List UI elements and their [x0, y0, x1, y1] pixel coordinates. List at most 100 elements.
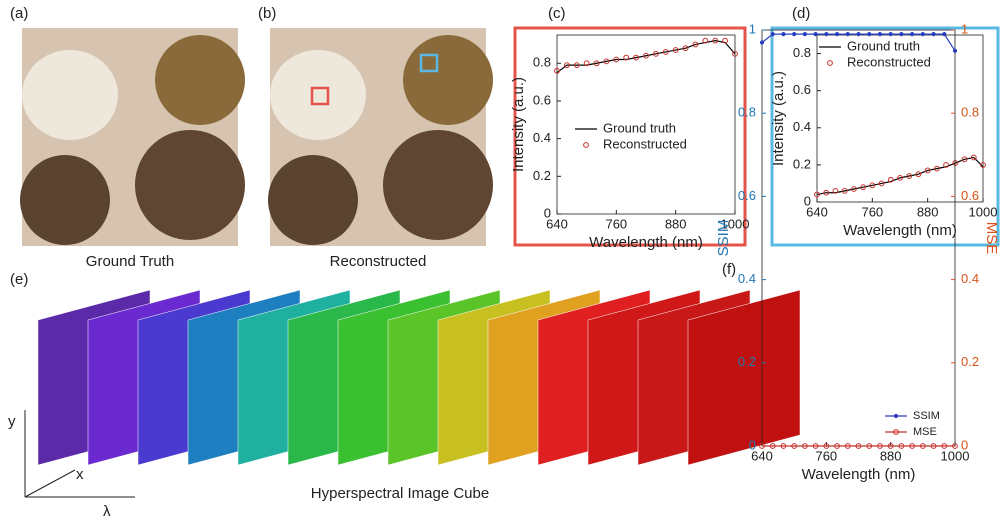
- data-point: [770, 32, 775, 37]
- data-point: [583, 60, 590, 67]
- data-point: [845, 32, 850, 37]
- plot-area: [556, 34, 736, 215]
- legend-label: Ground truth: [603, 120, 676, 135]
- x-tick-label: 1000: [941, 448, 970, 463]
- x-tick-label: 880: [917, 204, 939, 219]
- data-point: [887, 176, 894, 183]
- axis-name: x: [76, 466, 84, 483]
- data-point: [759, 40, 765, 45]
- data-point: [844, 443, 851, 449]
- x-tick-label: 760: [815, 448, 837, 463]
- data-point: [791, 443, 798, 449]
- legend-label: Reconstructed: [847, 54, 931, 69]
- data-point: [834, 32, 840, 37]
- data-point: [898, 443, 905, 449]
- y2-tick-label: 0.6: [961, 188, 979, 203]
- data-point: [802, 32, 807, 37]
- panel-label: (f): [722, 261, 736, 278]
- data-point: [887, 443, 894, 449]
- y2-tick-label: 0: [961, 437, 968, 452]
- data-point: [623, 54, 630, 61]
- data-point: [672, 47, 679, 53]
- x-axis-label: Wavelength (nm): [589, 234, 703, 251]
- data-point: [814, 191, 820, 198]
- legend-marker: [893, 413, 899, 419]
- roi-blue: [419, 53, 439, 73]
- data-point: [824, 32, 829, 37]
- data-point: [792, 32, 797, 37]
- data-point: [613, 56, 620, 63]
- y-tick-label: 0.6: [738, 188, 756, 203]
- data-point: [910, 32, 915, 37]
- legend-marker: [827, 60, 833, 66]
- data-point: [823, 443, 830, 449]
- x-tick-label: 1000: [969, 204, 998, 219]
- data-point: [769, 443, 776, 449]
- data-point: [952, 48, 958, 53]
- data-point: [920, 32, 925, 37]
- legend-label: Reconstructed: [603, 136, 687, 151]
- data-point: [633, 54, 640, 61]
- data-point: [924, 167, 931, 174]
- y-tick-label: 0.2: [533, 168, 551, 183]
- butterfly: [22, 50, 118, 140]
- data-point: [961, 156, 968, 163]
- x-tick-label: 760: [861, 204, 883, 219]
- x-tick-label: 640: [546, 216, 568, 231]
- data-point: [832, 187, 839, 194]
- data-point: [860, 184, 867, 191]
- photos: [20, 28, 493, 246]
- x-tick-label: 880: [665, 216, 687, 231]
- x-tick-label: 880: [880, 448, 902, 463]
- image-cube: [37, 289, 801, 466]
- y2-tick-label: 0.4: [961, 271, 979, 286]
- panel-label: (d): [792, 5, 810, 22]
- data-point: [712, 37, 719, 44]
- panel-border: [770, 26, 1000, 247]
- butterfly: [270, 50, 366, 140]
- data-point: [909, 443, 916, 449]
- data-point: [930, 443, 937, 449]
- data-point: [732, 50, 738, 57]
- y-axis-label: Intensity (a.u.): [770, 71, 787, 166]
- y2-axis-label: MSE: [983, 222, 1000, 255]
- data-point: [781, 32, 786, 37]
- y-axis-label: SSIM: [715, 220, 732, 257]
- data-point: [692, 41, 699, 48]
- data-point: [563, 62, 570, 69]
- data-point: [593, 60, 600, 67]
- data-point: [915, 171, 922, 178]
- data-point: [877, 443, 883, 449]
- data-point: [682, 45, 689, 52]
- data-point: [869, 182, 876, 189]
- y-tick-label: 0.8: [738, 105, 756, 120]
- y-tick-label: 1: [749, 21, 756, 36]
- data-point: [970, 154, 977, 161]
- panel-label: (a): [10, 5, 28, 22]
- caption: Ground Truth: [86, 253, 174, 270]
- x-tick-label: 640: [751, 448, 773, 463]
- data-point: [554, 67, 560, 74]
- data-point: [899, 32, 904, 37]
- data-point: [812, 443, 819, 449]
- legend-marker: [893, 429, 899, 435]
- butterfly: [20, 155, 110, 245]
- axis-name: λ: [103, 503, 111, 520]
- y-axis-label: Intensity (a.u.): [510, 77, 527, 172]
- data-point: [942, 32, 947, 37]
- butterfly: [403, 35, 493, 125]
- caption: Hyperspectral Image Cube: [311, 485, 489, 502]
- y2-tick-label: 1: [961, 21, 968, 36]
- legend-label: Ground truth: [847, 38, 920, 53]
- data-point: [919, 443, 926, 449]
- y-tick-label: 0.4: [793, 119, 811, 134]
- data-point: [780, 443, 787, 449]
- data-point: [933, 165, 940, 172]
- y-tick-label: 0: [804, 193, 811, 208]
- data-point: [906, 173, 913, 179]
- data-point: [855, 443, 862, 449]
- butterfly: [155, 35, 245, 125]
- x-tick-label: 760: [605, 216, 627, 231]
- data-point: [850, 186, 857, 192]
- panel-border: [513, 26, 747, 247]
